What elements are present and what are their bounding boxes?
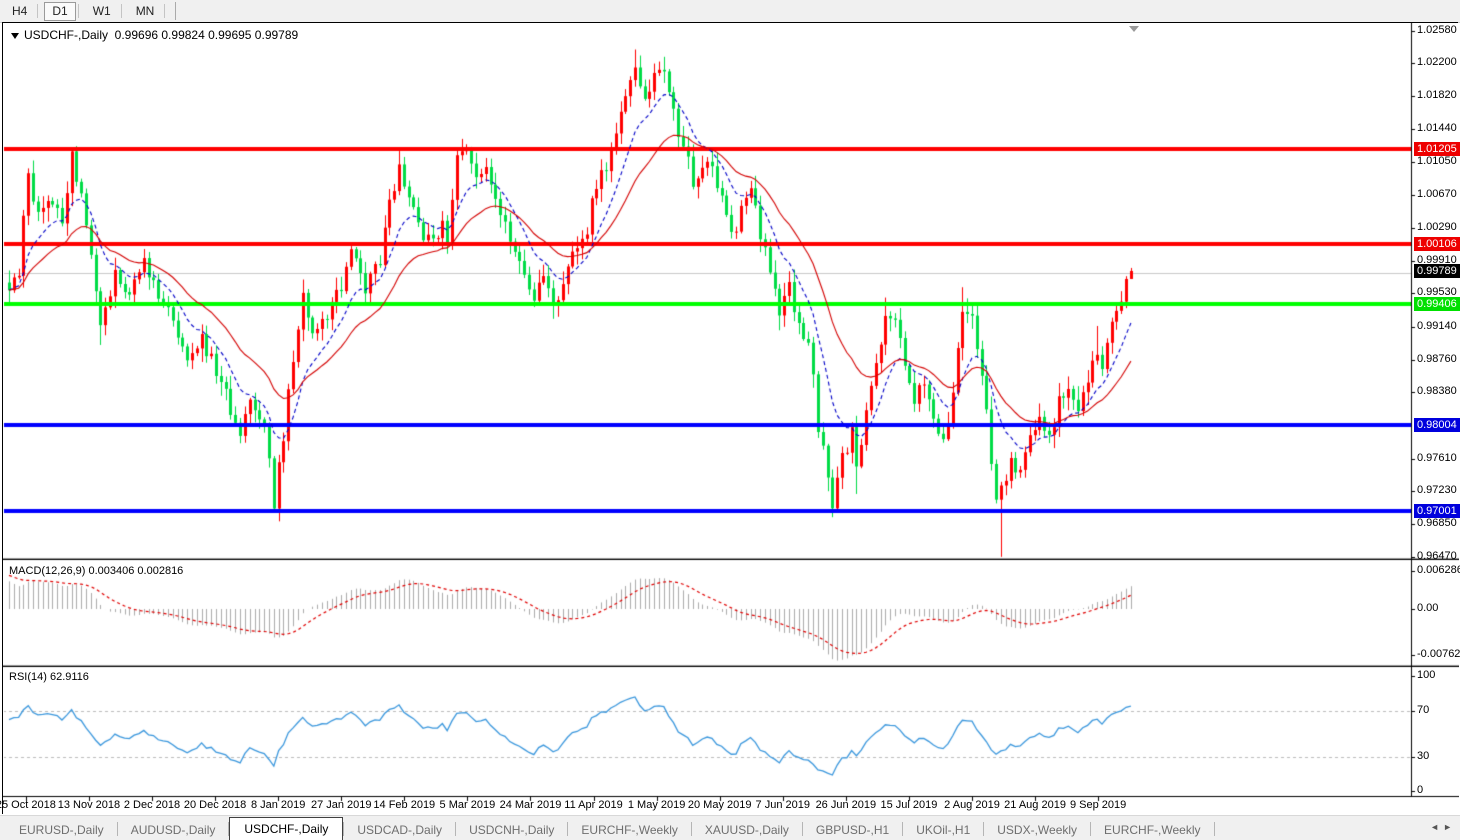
chart-tab-usdx-weekly[interactable]: USDX-,Weekly [997,823,1078,837]
tab-separator [567,822,569,836]
date-axis-label: 1 May 2019 [627,799,686,811]
price-axis-label: 1.00670 [1417,188,1457,201]
price-axis-label: 1.01440 [1417,121,1457,134]
timeframe-toolbar: H4 D1 W1 MN [0,0,1460,23]
price-axis-label: 1.01820 [1417,89,1457,102]
toolbar-separator [37,4,39,18]
chart-window: USDCHF-,Daily 0.99696 0.99824 0.99695 0.… [0,22,1460,815]
date-axis-label: 20 Dec 2018 [183,799,247,811]
tab-scroll-left-icon[interactable]: ◄ [1430,822,1444,832]
date-axis-label: 11 Apr 2019 [564,799,623,811]
date-axis-label: 25 Oct 2018 [0,799,56,811]
price-axis-label: 0.98380 [1417,385,1457,398]
tab-separator [228,822,230,836]
chart-tab-gbpusd-h1[interactable]: GBPUSD-,H1 [815,823,890,837]
macd-axis-label: -0.00762 [1417,648,1460,661]
chart-tab-audusd-daily[interactable]: AUDUSD-,Daily [130,823,216,837]
price-axis-label: 0.97610 [1417,451,1457,464]
timeframe-button-h4[interactable]: H4 [12,3,28,18]
price-axis-label: 0.99910 [1417,253,1457,266]
chart-tab-eurusd-daily[interactable]: EURUSD-,Daily [19,823,104,837]
chart-canvas[interactable] [3,23,1459,815]
toolbar-separator [77,4,79,18]
price-badge-0.98004: 0.98004 [1414,417,1460,432]
date-axis-label: 7 Jun 2019 [755,799,810,811]
rsi-axis-label: 70 [1417,703,1430,716]
tab-separator [902,822,904,836]
date-axis-label: 27 Jan 2019 [310,799,372,811]
rsi-axis-label: 0 [1417,784,1424,796]
price-badge-0.97001: 0.97001 [1414,504,1460,519]
tab-separator [1213,822,1215,836]
macd-indicator-label: MACD(12,26,9) 0.003406 0.002816 [9,565,184,577]
macd-axis-label: 0.006286 [1417,563,1460,576]
rsi-indicator-label: RSI(14) 62.9116 [9,671,89,683]
price-axis-label: 1.00290 [1417,220,1457,233]
price-badge-1.00106: 1.00106 [1414,236,1460,251]
price-badge-0.99789: 0.99789 [1414,263,1460,278]
date-axis-label: 9 Sep 2019 [1070,799,1127,811]
timeframe-button-w1[interactable]: W1 [92,3,111,18]
rsi-value: 62.9116 [49,671,89,683]
toolbar-separator [120,4,122,18]
chart-tab-bar: EURUSD-,Daily AUDUSD-,Daily USDCHF-,Daily U… [0,815,1460,840]
price-axis-label: 0.96470 [1417,549,1457,562]
chart-shift-marker-icon [1129,26,1139,32]
date-axis-label: 24 Mar 2019 [499,799,562,811]
chart-tab-eurchf-weekly[interactable]: EURCHF-,Weekly [1104,823,1201,837]
date-axis-label: 20 May 2019 [687,799,752,811]
price-axis-label: 1.02200 [1417,56,1457,69]
tab-separator [983,822,985,836]
macd-axis-label: 0.00 [1417,602,1439,614]
macd-values: 0.003406 0.002816 [88,565,184,577]
symbol-dropdown-icon[interactable] [11,32,19,39]
tab-separator [116,822,118,836]
date-axis-label: 21 Aug 2019 [1004,799,1066,811]
timeframe-button-d1[interactable]: D1 [44,1,76,21]
tab-separator [801,822,803,836]
chart-title: USDCHF-,Daily 0.99696 0.99824 0.99695 0.… [11,28,298,42]
date-axis-label: 5 Mar 2019 [439,799,496,811]
tab-separator [1090,822,1092,836]
chart-tab-ukoil-h1[interactable]: UKOil-,H1 [916,823,971,837]
chart-ohlc-values: 0.99696 0.99824 0.99695 0.99789 [114,28,299,42]
timeframe-button-mn[interactable]: MN [135,3,155,18]
tab-separator [343,822,345,836]
chart-tab-usdcnh-daily[interactable]: USDCNH-,Daily [469,823,555,837]
price-axis-label: 1.02580 [1417,23,1457,36]
price-axis-label: 0.99530 [1417,286,1457,299]
chart-symbol-title: USDCHF-,Daily [24,28,108,42]
chart-tab-eurchf-weekly[interactable]: EURCHF-,Weekly [581,823,678,837]
date-axis-label: 14 Feb 2019 [373,799,436,811]
price-badge-1.01205: 1.01205 [1414,142,1460,156]
price-axis-label: 0.99140 [1417,319,1457,332]
tab-scroll-arrows: ◄► [1430,822,1456,832]
price-axis-label: 0.97230 [1417,484,1457,497]
chart-tab-xauusd-daily[interactable]: XAUUSD-,Daily [704,823,789,837]
chart-tab-usdchf-daily[interactable]: USDCHF-,Daily [229,817,344,840]
tab-separator [690,822,692,836]
tab-separator [455,822,457,836]
price-badge-0.99406: 0.99406 [1414,296,1460,311]
price-axis-label: 0.98760 [1417,352,1457,365]
date-axis-label: 13 Nov 2018 [57,799,121,811]
rsi-axis-label: 100 [1417,669,1436,681]
toolbar-separator [175,2,177,20]
price-axis-label: 1.01050 [1417,155,1457,168]
date-axis-label: 2 Dec 2018 [123,799,181,811]
price-axis-label: 0.96850 [1417,517,1457,530]
date-axis-label: 15 Jul 2019 [880,799,938,811]
date-axis-label: 26 Jun 2019 [815,799,877,811]
chart-tab-usdcad-daily[interactable]: USDCAD-,Daily [357,823,443,837]
toolbar-separator [164,4,166,18]
date-axis-label: 8 Jan 2019 [250,799,306,811]
tab-scroll-right-icon[interactable]: ► [1443,822,1456,832]
date-axis-label: 2 Aug 2019 [944,799,1000,811]
rsi-axis-label: 30 [1417,749,1430,762]
